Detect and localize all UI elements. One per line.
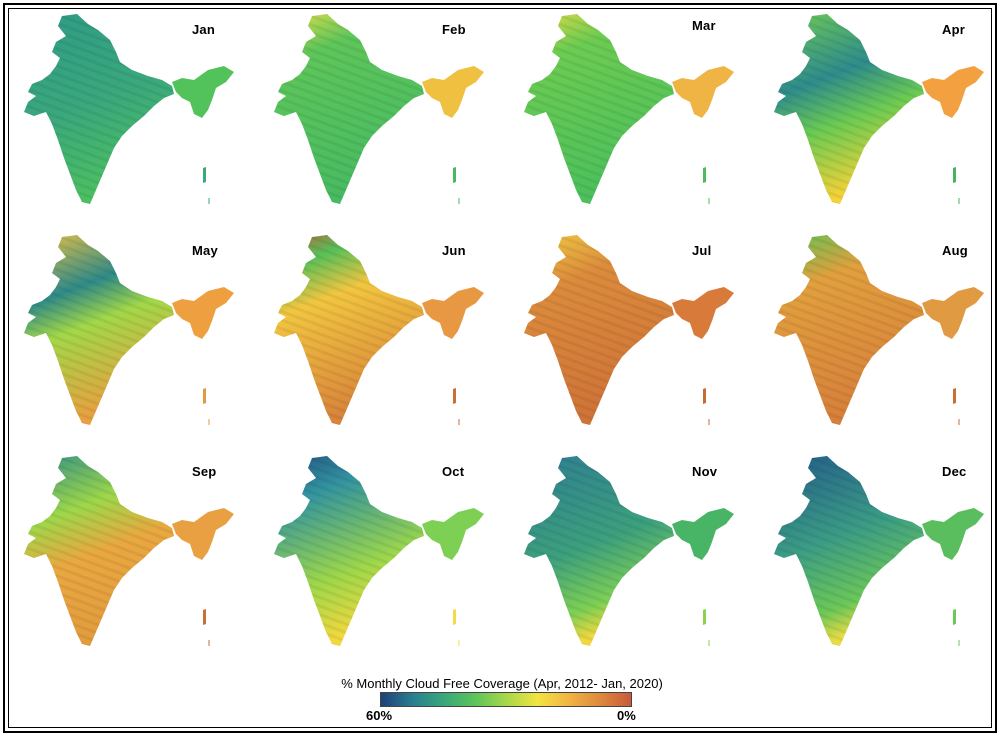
month-label: Dec — [942, 464, 967, 479]
map-panel-dec: Dec — [772, 454, 1004, 676]
swath-texture — [774, 235, 924, 425]
northeast-region — [922, 66, 984, 118]
india-map-sep — [24, 456, 234, 646]
map-panel-apr: Apr — [772, 12, 1004, 234]
map-panel-may: May — [22, 233, 272, 455]
map-panel-jan: Jan — [22, 12, 272, 234]
swath-texture — [24, 456, 174, 646]
month-label: Apr — [942, 22, 965, 37]
andaman-islands — [953, 609, 956, 625]
legend: % Monthly Cloud Free Coverage (Apr, 2012… — [0, 668, 1004, 728]
month-label: Jul — [692, 243, 712, 258]
northeast-region — [172, 66, 234, 118]
india-map-jun — [274, 235, 484, 425]
swath-texture — [524, 235, 674, 425]
northeast-region — [172, 287, 234, 339]
nicobar-islands — [708, 640, 710, 646]
nicobar-islands — [708, 198, 710, 204]
swath-texture — [524, 456, 674, 646]
india-map-may — [24, 235, 234, 425]
northeast-region — [672, 66, 734, 118]
andaman-islands — [453, 167, 456, 183]
legend-title: % Monthly Cloud Free Coverage (Apr, 2012… — [341, 676, 663, 691]
swath-texture — [774, 456, 924, 646]
northeast-region — [422, 287, 484, 339]
map-panel-jul: Jul — [522, 233, 772, 455]
map-panel-mar: Mar — [522, 12, 772, 234]
andaman-islands — [203, 609, 206, 625]
month-label: Jun — [442, 243, 466, 258]
map-panel-jun: Jun — [272, 233, 522, 455]
nicobar-islands — [458, 198, 460, 204]
andaman-islands — [703, 388, 706, 404]
andaman-islands — [953, 388, 956, 404]
swath-texture — [274, 456, 424, 646]
nicobar-islands — [958, 198, 960, 204]
india-map-nov — [524, 456, 734, 646]
india-map-feb — [274, 14, 484, 204]
nicobar-islands — [958, 640, 960, 646]
india-map-aug — [774, 235, 984, 425]
northeast-region — [922, 508, 984, 560]
nicobar-islands — [208, 640, 210, 646]
northeast-region — [672, 508, 734, 560]
map-panel-feb: Feb — [272, 12, 522, 234]
legend-colorbar — [380, 692, 632, 707]
nicobar-islands — [958, 419, 960, 425]
swath-texture — [24, 235, 174, 425]
andaman-islands — [703, 167, 706, 183]
month-label: May — [192, 243, 218, 258]
india-map-jan — [24, 14, 234, 204]
month-label: Mar — [692, 18, 716, 33]
legend-max-label: 0% — [617, 708, 636, 723]
andaman-islands — [203, 167, 206, 183]
swath-texture — [24, 14, 174, 204]
map-panel-oct: Oct — [272, 454, 522, 676]
legend-min-label: 60% — [366, 708, 393, 723]
swath-texture — [274, 14, 424, 204]
month-label: Sep — [192, 464, 217, 479]
nicobar-islands — [708, 419, 710, 425]
india-map-jul — [524, 235, 734, 425]
india-map-dec — [774, 456, 984, 646]
map-panel-aug: Aug — [772, 233, 1004, 455]
map-grid: Jan Feb Mar Apr May Jun Jul Aug Sep Oct Nov Dec — [22, 12, 1004, 646]
month-label: Nov — [692, 464, 718, 479]
month-label: Jan — [192, 22, 216, 37]
nicobar-islands — [458, 419, 460, 425]
northeast-region — [422, 66, 484, 118]
northeast-region — [172, 508, 234, 560]
map-panel-sep: Sep — [22, 454, 272, 676]
map-panel-nov: Nov — [522, 454, 772, 676]
nicobar-islands — [458, 640, 460, 646]
northeast-region — [922, 287, 984, 339]
andaman-islands — [703, 609, 706, 625]
month-label: Aug — [942, 243, 968, 258]
nicobar-islands — [208, 198, 210, 204]
nicobar-islands — [208, 419, 210, 425]
andaman-islands — [453, 609, 456, 625]
india-map-mar — [524, 14, 734, 204]
figure-inner-border — [8, 8, 992, 728]
northeast-region — [672, 287, 734, 339]
swath-texture — [274, 235, 424, 425]
andaman-islands — [203, 388, 206, 404]
india-map-apr — [774, 14, 984, 204]
andaman-islands — [953, 167, 956, 183]
swath-texture — [774, 14, 924, 204]
andaman-islands — [453, 388, 456, 404]
swath-texture — [524, 14, 674, 204]
month-label: Feb — [442, 22, 466, 37]
india-map-oct — [274, 456, 484, 646]
northeast-region — [422, 508, 484, 560]
month-label: Oct — [442, 464, 465, 479]
